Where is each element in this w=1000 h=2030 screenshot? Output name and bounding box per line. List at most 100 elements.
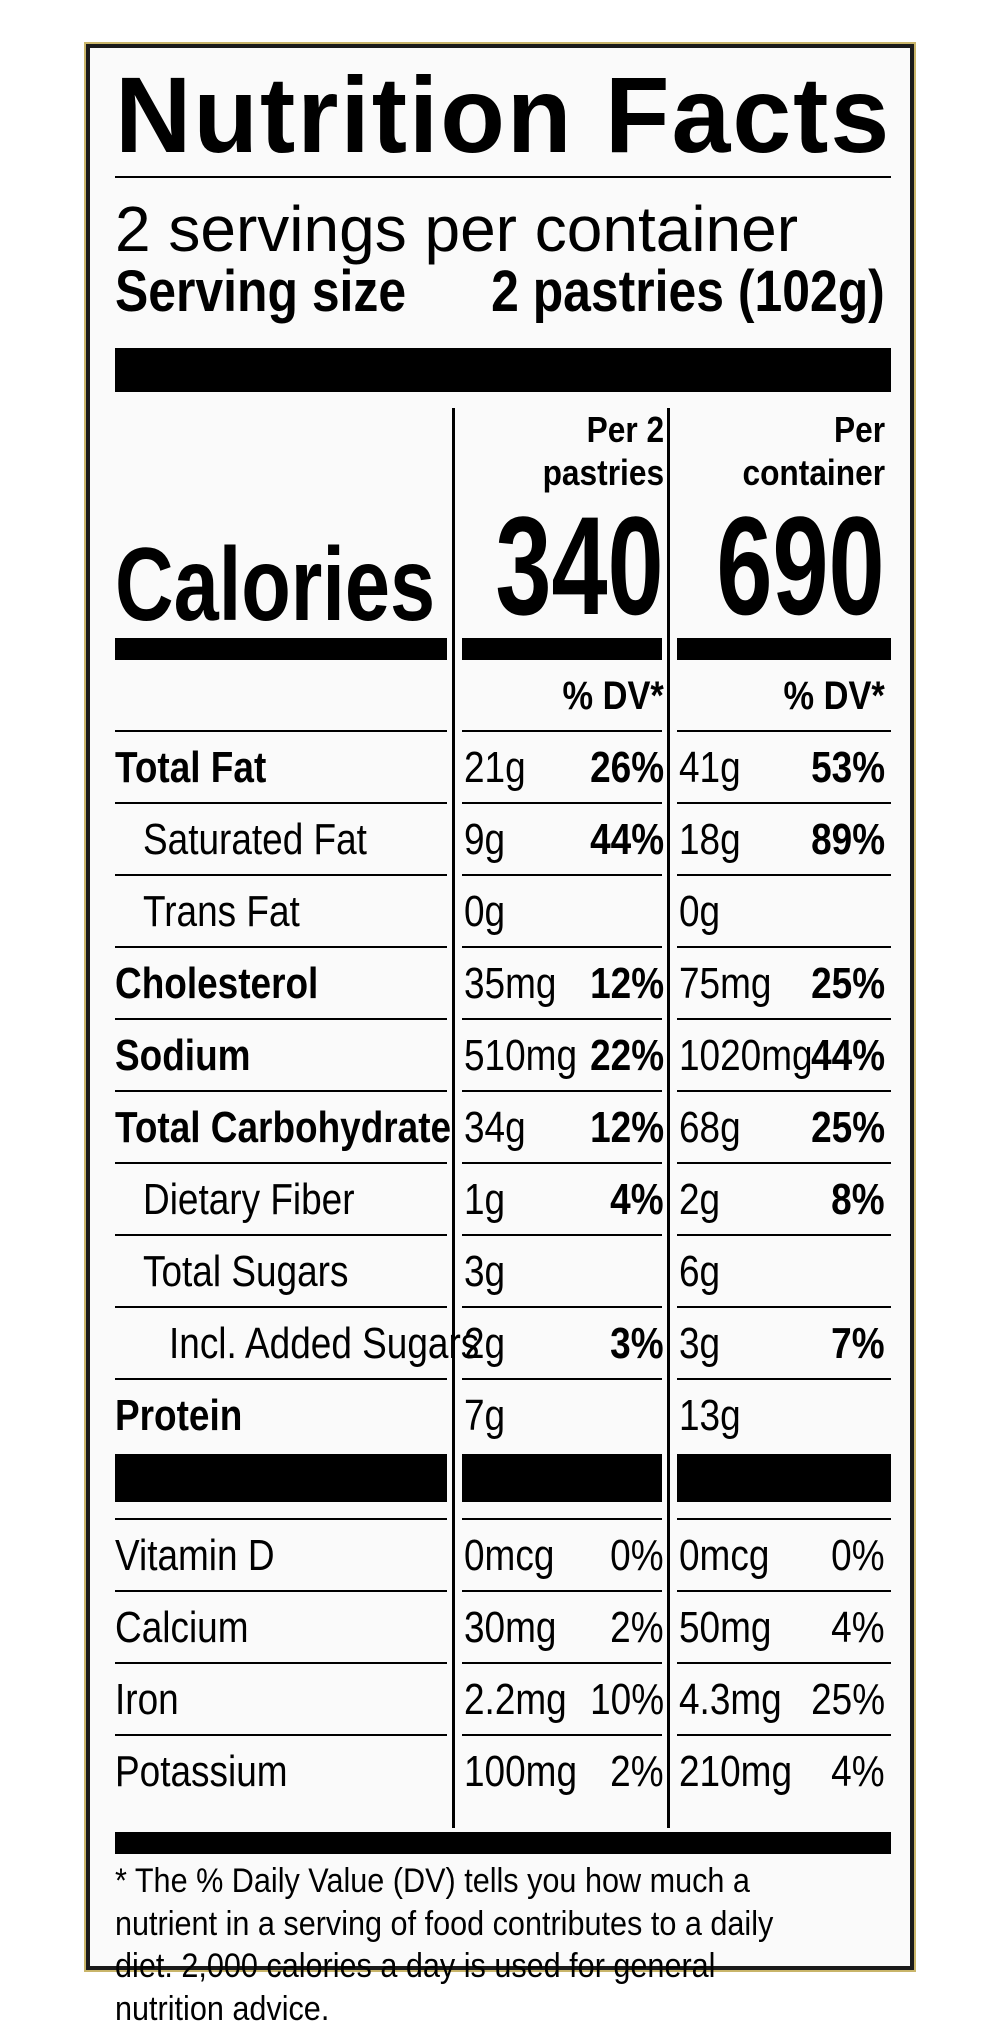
amount-column2: 41g — [679, 743, 741, 792]
column2-heading-line1: Per — [833, 409, 885, 450]
amount-column1: 30mg — [464, 1603, 557, 1652]
row-divider-label — [115, 1734, 447, 1736]
dv-column1: 2% — [610, 1747, 664, 1796]
amount-column1: 100mg — [464, 1747, 578, 1796]
amount-column2: 210mg — [679, 1747, 793, 1796]
dv-column1: 12% — [590, 959, 664, 1008]
column1-heading-line2: pastries — [542, 452, 664, 494]
row-divider-label — [115, 874, 447, 876]
row-divider-label — [115, 1590, 447, 1592]
dv-column2: 25% — [811, 1675, 885, 1724]
row-divider-label — [115, 1090, 447, 1092]
row-divider-column2 — [677, 802, 891, 804]
amount-column1: 21g — [464, 743, 526, 792]
amount-column2: 50mg — [679, 1603, 772, 1652]
row-divider-column1 — [462, 1378, 662, 1380]
serving-size-value: 2 pastries (102g) — [491, 259, 885, 324]
row-divider-label — [115, 946, 447, 948]
calories-bar-label — [115, 638, 447, 660]
calories-label: Calories — [115, 527, 436, 643]
row-divider-label — [115, 730, 447, 732]
nutrient-name: Calcium — [115, 1603, 249, 1652]
row-divider-column2 — [677, 874, 891, 876]
nutrient-name: Trans Fat — [143, 887, 300, 936]
row-divider-column1 — [462, 1590, 662, 1592]
nutrient-name: Dietary Fiber — [143, 1175, 355, 1224]
nutrient-name: Total Sugars — [143, 1247, 349, 1296]
row-divider-column2 — [677, 1306, 891, 1308]
calories-per-container: 690 — [716, 487, 885, 644]
divider — [115, 176, 891, 178]
servings-per-container: 2 servings per container — [115, 193, 799, 265]
row-divider-column1 — [462, 1662, 662, 1664]
nutrient-name: Incl. Added Sugars — [169, 1319, 480, 1368]
row-divider-label — [115, 1378, 447, 1380]
amount-column2: 0mcg — [679, 1531, 770, 1580]
row-divider-column1 — [462, 946, 662, 948]
row-divider-column1 — [462, 1162, 662, 1164]
row-divider-column1 — [462, 1234, 662, 1236]
calories-per-serving: 340 — [495, 487, 664, 644]
nutrient-name: Saturated Fat — [143, 815, 367, 864]
dv-column2: 89% — [811, 815, 885, 864]
amount-column1: 1g — [464, 1175, 506, 1224]
amount-column1: 35mg — [464, 959, 557, 1008]
dv-column2: 25% — [811, 1103, 885, 1152]
amount-column2: 2g — [679, 1175, 721, 1224]
row-divider-column1 — [462, 874, 662, 876]
nutrient-name: Cholesterol — [115, 959, 319, 1008]
nutrient-name: Protein — [115, 1391, 243, 1440]
row-divider-column2 — [677, 1518, 891, 1520]
column2-heading-line2: container — [742, 452, 885, 494]
dv-column2: 7% — [831, 1319, 885, 1368]
dv-column2: 44% — [811, 1031, 885, 1080]
row-divider-column1 — [462, 1090, 662, 1092]
row-divider-column2 — [677, 730, 891, 732]
dv-column2: 53% — [811, 743, 885, 792]
row-divider-column1 — [462, 730, 662, 732]
amount-column1: 2.2mg — [464, 1675, 567, 1724]
dv-column1: 2% — [610, 1603, 664, 1652]
amount-column2: 3g — [679, 1319, 721, 1368]
dv-column1: 0% — [610, 1531, 664, 1580]
vitamin-bar-column2 — [677, 1454, 891, 1502]
row-divider-label — [115, 1234, 447, 1236]
nutrient-name: Vitamin D — [115, 1531, 275, 1580]
serving-size-label: Serving size — [115, 259, 407, 324]
dv-column1: 10% — [590, 1675, 664, 1724]
dv-column1: 3% — [610, 1319, 664, 1368]
amount-column1: 2g — [464, 1319, 506, 1368]
row-divider-column1 — [462, 802, 662, 804]
dv-column2: 0% — [831, 1531, 885, 1580]
amount-column2: 13g — [679, 1391, 741, 1440]
column-divider-right — [667, 408, 670, 1828]
row-divider-column1 — [462, 1518, 662, 1520]
row-divider-column2 — [677, 1234, 891, 1236]
nutrient-name: Total Fat — [115, 743, 267, 792]
dv-header-column1: % DV* — [562, 674, 664, 718]
amount-column1: 9g — [464, 815, 506, 864]
dv-column1: 26% — [590, 743, 664, 792]
dv-column2: 25% — [811, 959, 885, 1008]
dv-column1: 4% — [610, 1175, 664, 1224]
dv-column1: 44% — [590, 815, 664, 864]
nutrient-name: Potassium — [115, 1747, 288, 1796]
vitamin-bar-column1 — [462, 1454, 662, 1502]
dv-column2: 4% — [831, 1747, 885, 1796]
amount-column2: 1020mg — [679, 1031, 813, 1080]
amount-column1: 0mcg — [464, 1531, 555, 1580]
label-title: Nutrition Facts — [115, 54, 892, 175]
column2-heading: Per container — [742, 408, 885, 494]
column-divider-left — [452, 408, 455, 1828]
row-divider-label — [115, 1518, 447, 1520]
row-divider-column1 — [462, 1018, 662, 1020]
amount-column1: 7g — [464, 1391, 506, 1440]
amount-column1: 0g — [464, 887, 506, 936]
row-divider-label — [115, 1018, 447, 1020]
row-divider-column2 — [677, 1378, 891, 1380]
vitamin-bar-label — [115, 1454, 447, 1502]
amount-column2: 6g — [679, 1247, 721, 1296]
row-divider-column2 — [677, 1590, 891, 1592]
column1-heading: Per 2 pastries — [542, 408, 664, 494]
nutrition-facts-label: Nutrition Facts 2 servings per container… — [84, 42, 916, 2028]
